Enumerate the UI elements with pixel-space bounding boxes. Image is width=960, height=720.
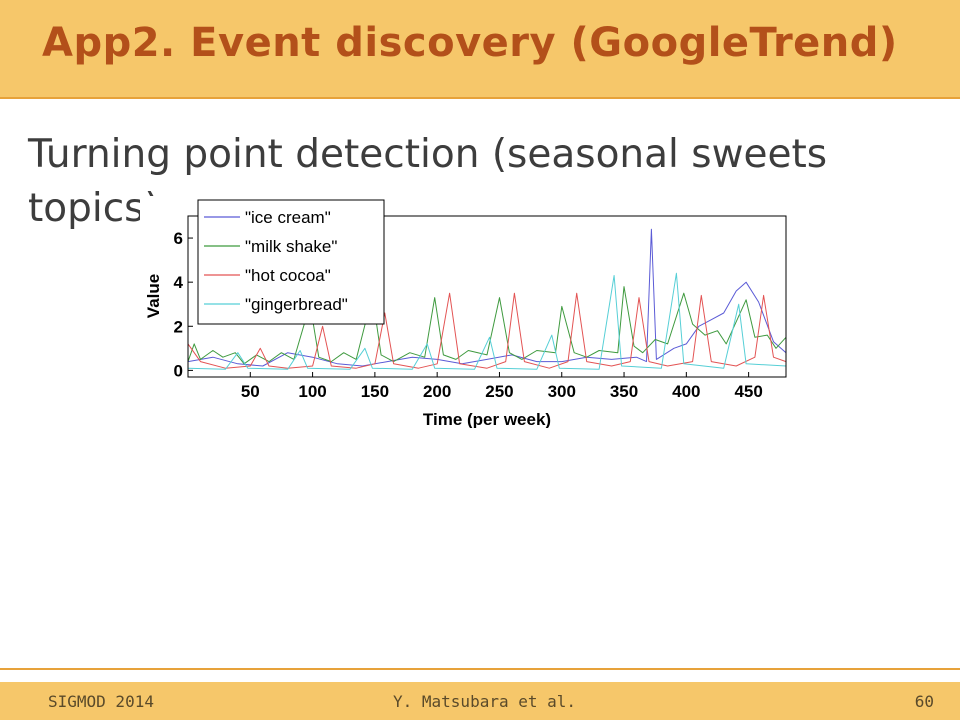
- series-line-3: [187, 272, 787, 370]
- slide-subtitle: Turning point detection (seasonal sweets…: [28, 132, 828, 231]
- x-tick-label: 350: [610, 382, 638, 401]
- x-tick-label: 300: [548, 382, 576, 401]
- x-tick-label: 150: [361, 382, 389, 401]
- x-tick-label: 50: [241, 382, 260, 401]
- legend-label-1: "milk shake": [245, 237, 337, 256]
- slide-header: App2. Event discovery (GoogleTrend): [0, 0, 960, 97]
- plot-frame: [187, 215, 787, 378]
- legend-box: [197, 199, 385, 325]
- chart-panel: 50 100 150 200 250 300 350 400 450 0 2 4 6 Time (per…: [140, 196, 790, 429]
- x-tick-label: 250: [485, 382, 513, 401]
- series-line-1: [187, 286, 787, 365]
- y-tick-label: 4: [174, 273, 184, 292]
- legend-label-0: "ice cream": [245, 208, 331, 227]
- series-line-0: [187, 228, 787, 367]
- footer-divider: [0, 668, 960, 670]
- x-tick-label: 200: [423, 382, 451, 401]
- slide-footer: SIGMOD 2014 Y. Matsubara et al. 60: [0, 682, 960, 720]
- legend-label-2: "hot cocoa": [245, 266, 331, 285]
- x-tick-label: 100: [298, 382, 326, 401]
- y-tick-label: 6: [174, 229, 183, 248]
- footer-authors: Y. Matsubara et al.: [393, 692, 577, 711]
- y-axis-label: Value: [144, 274, 163, 318]
- x-tick-label: 450: [734, 382, 762, 401]
- series-layer: [187, 228, 787, 370]
- y-tick-label: 0: [174, 361, 183, 380]
- legend-label-3: "gingerbread": [245, 295, 348, 314]
- slide-title: App2. Event discovery (GoogleTrend): [42, 20, 898, 66]
- trend-chart: 50 100 150 200 250 300 350 400 450 0 2 4 6 Time (per…: [144, 199, 787, 429]
- y-tick-label: 2: [174, 317, 183, 336]
- tick-layer: 50 100 150 200 250 300 350 400 450 0 2 4 6: [174, 229, 763, 401]
- legend: "ice cream" "milk shake" "hot cocoa" "ginge…: [197, 199, 385, 325]
- series-line-2: [187, 292, 787, 369]
- x-tick-label: 400: [672, 382, 700, 401]
- footer-conference: SIGMOD 2014: [48, 692, 154, 711]
- page-number: 60: [914, 692, 934, 711]
- header-divider: [0, 97, 960, 99]
- x-axis-label: Time (per week): [423, 410, 551, 428]
